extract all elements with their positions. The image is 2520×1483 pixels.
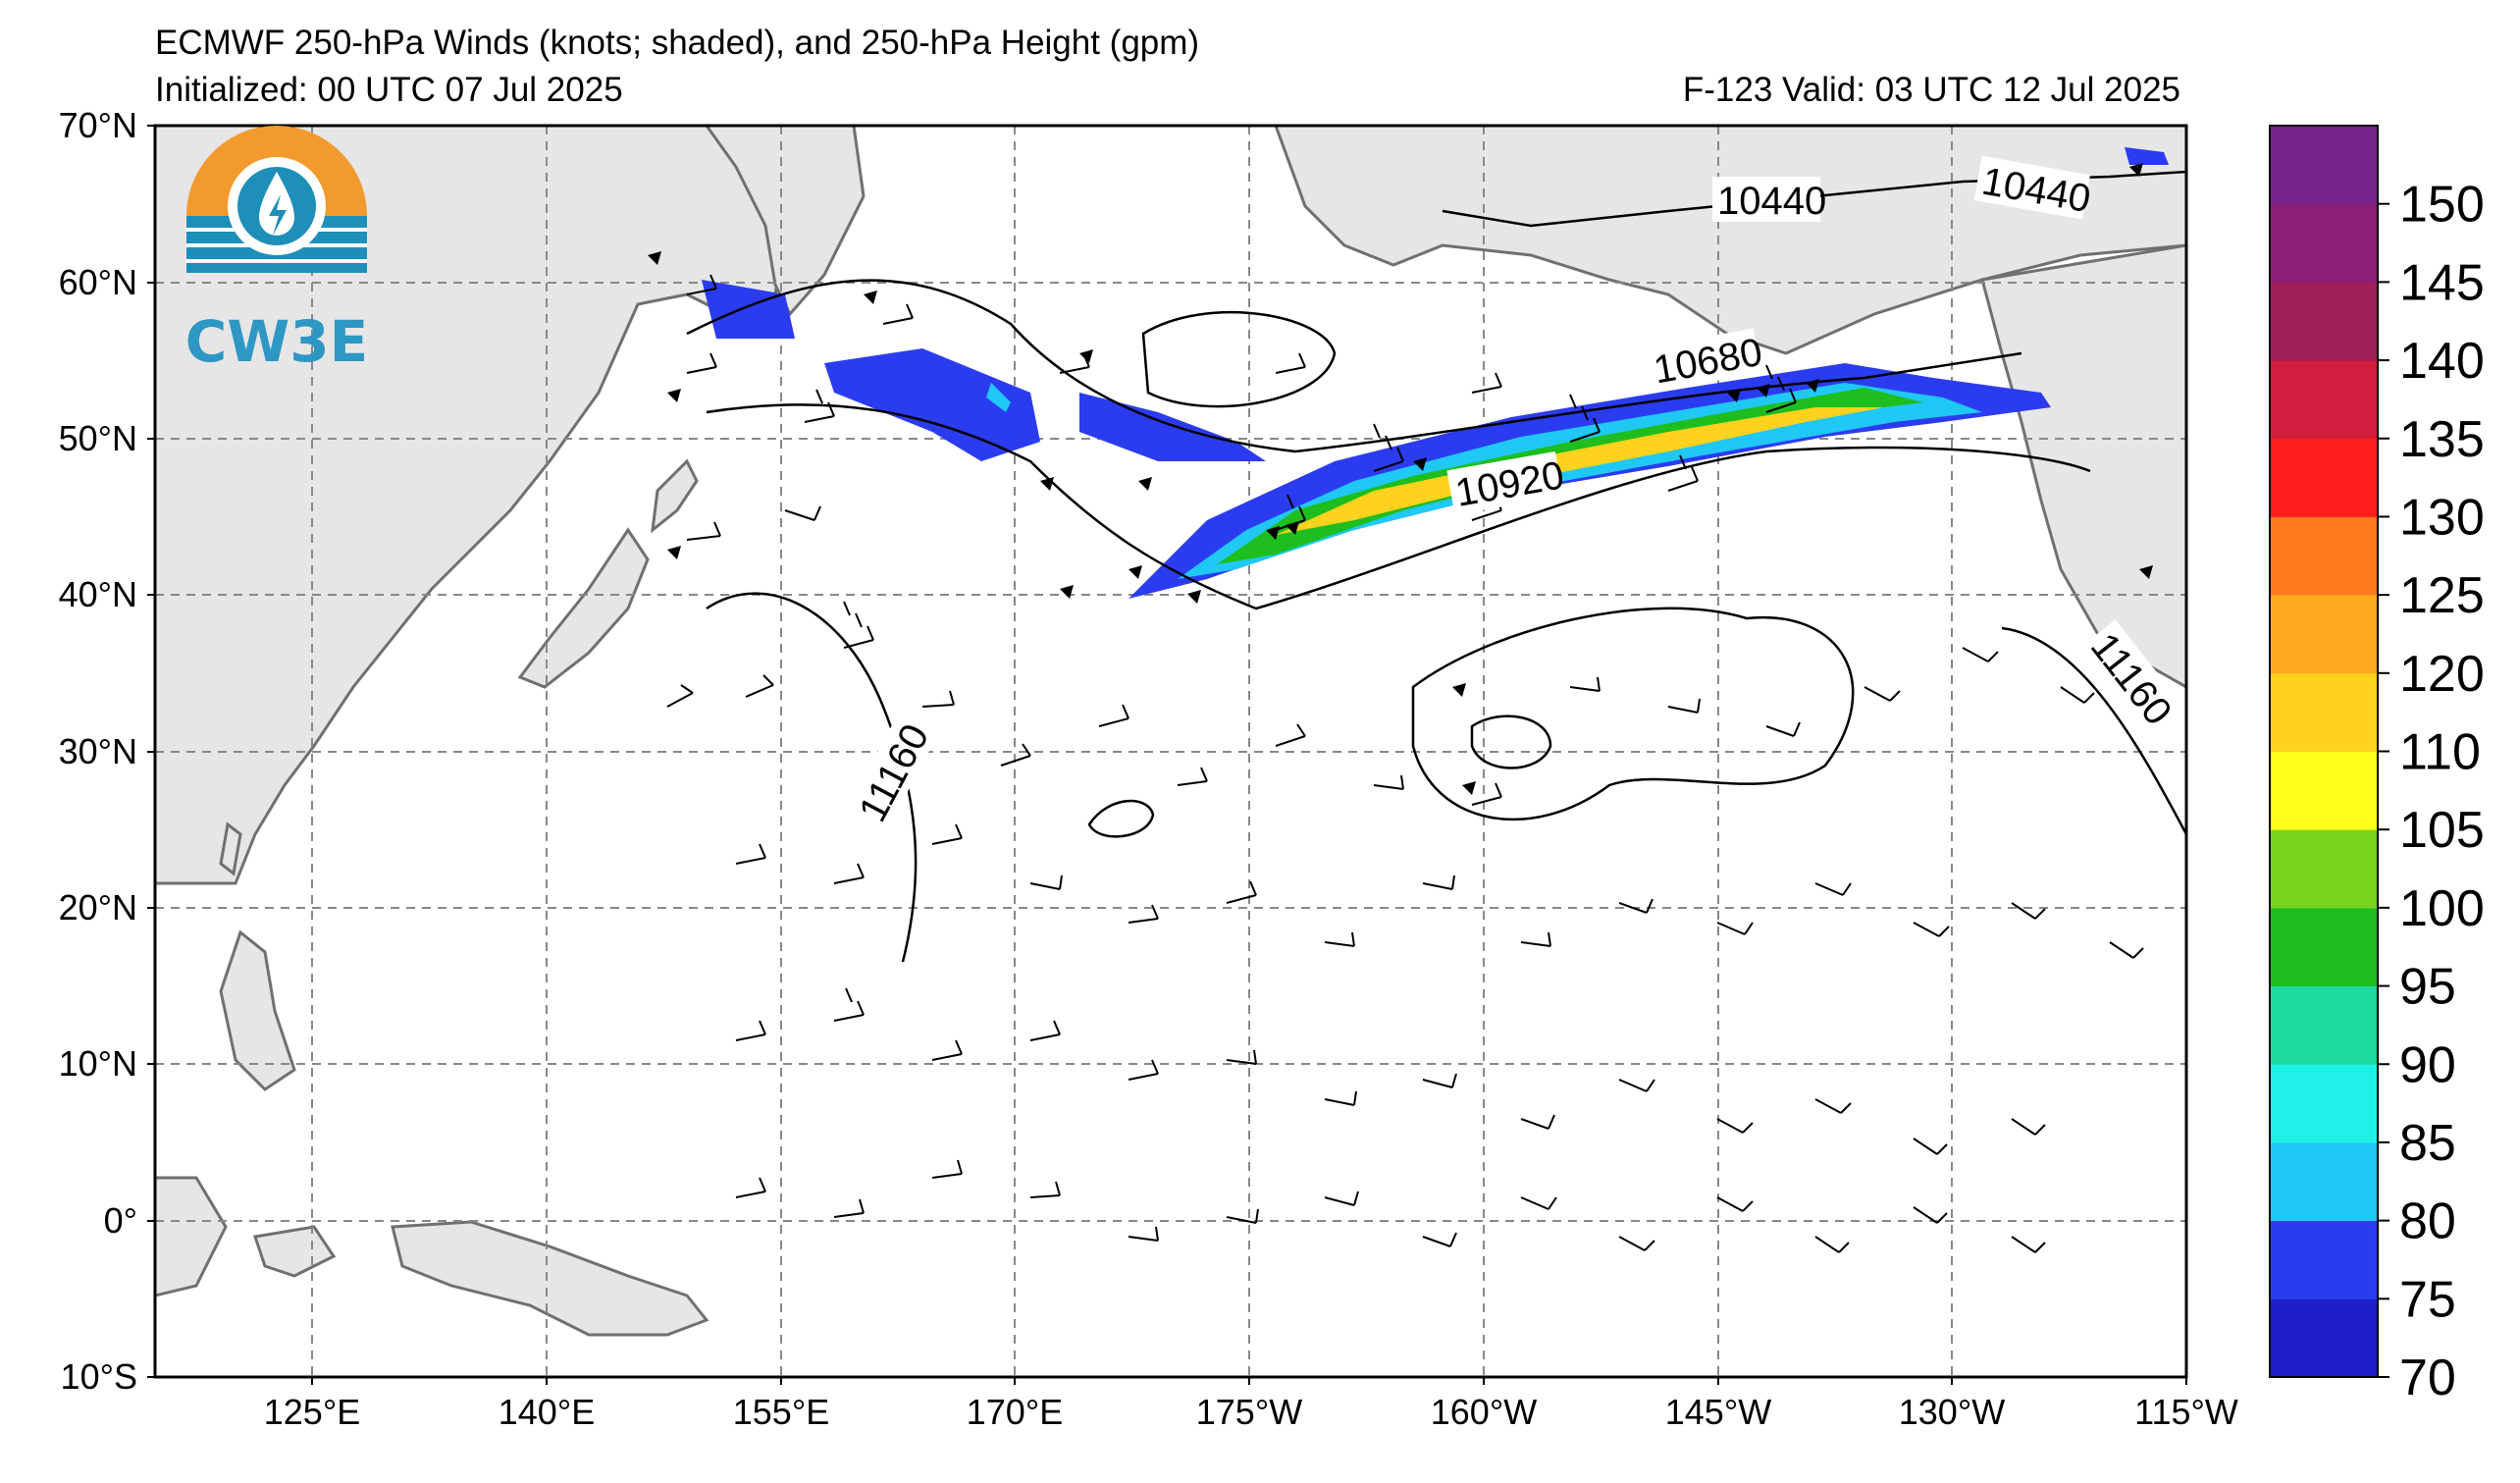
lat-label-10s: 10°S <box>61 1356 137 1397</box>
lon-label-130w: 130°W <box>1899 1392 2005 1432</box>
colorbar-band <box>2270 1220 2378 1299</box>
lat-ticks <box>147 125 155 1378</box>
arctic-jet <box>2125 147 2169 165</box>
lon-label-170e: 170°E <box>967 1392 1063 1432</box>
philippines <box>219 929 296 1091</box>
colorbar-band <box>2270 595 2378 674</box>
colorbar-band <box>2270 672 2378 752</box>
japan <box>517 527 650 689</box>
lon-label-140e: 140°E <box>499 1392 595 1432</box>
colorbar-band <box>2270 438 2378 517</box>
colorbar-tick-label: 125 <box>2399 567 2485 624</box>
lon-label-145w: 145°W <box>1665 1392 1771 1432</box>
lat-label-40n: 40°N <box>59 574 137 614</box>
colorbar: 70 75 80 85 90 95 100 105 110 120 125 130 135 140 145 1… <box>2269 125 2485 1406</box>
height-contour-high-2 <box>1087 799 1155 838</box>
wind-flags <box>648 163 2153 795</box>
height-contour-10920 <box>706 403 2091 610</box>
colorbar-tick-label: 75 <box>2399 1271 2456 1328</box>
lon-label-155e: 155°E <box>733 1392 829 1432</box>
new-guinea <box>391 1220 709 1337</box>
wind-speed-shading <box>702 147 2169 599</box>
colorbar-band <box>2270 360 2378 440</box>
colorbar-band <box>2270 1064 2378 1143</box>
jet-stream-west-a <box>702 280 795 339</box>
chart-title: ECMWF 250-hPa Winds (knots; shaded), and… <box>155 24 1200 62</box>
colorbar-band <box>2270 516 2378 596</box>
lat-label-0: 0° <box>104 1200 137 1241</box>
lon-label-125e: 125°E <box>264 1392 360 1432</box>
japan-north <box>651 458 699 534</box>
logo-text: CW3E <box>185 308 369 375</box>
valid-time: F-123 Valid: 03 UTC 12 Jul 2025 <box>1682 71 2180 109</box>
jet-stream-85kt <box>1178 383 1982 579</box>
kamchatka <box>705 126 866 317</box>
height-contours <box>686 170 2186 963</box>
colorbar-tick-label: 120 <box>2399 646 2485 703</box>
taiwan <box>219 821 242 876</box>
colorbar-band <box>2270 282 2378 361</box>
height-contour-11160-central <box>1411 607 1855 821</box>
lat-label-10n: 10°N <box>59 1043 137 1084</box>
init-time: Initialized: 00 UTC 07 Jul 2025 <box>155 71 623 109</box>
contour-labels: 10440 10440 10680 10920 11160 11160 <box>846 155 2183 833</box>
graticule <box>155 126 2186 1377</box>
lon-labels: 125°E 140°E 155°E 170°E 175°W 160°W 145°… <box>264 1392 2238 1432</box>
lat-labels: 70°N 60°N 50°N 40°N 30°N 20°N 10°N 0° 10… <box>59 105 137 1397</box>
colorbar-band <box>2270 126 2378 205</box>
jet-stream-west-b <box>824 348 1040 461</box>
colorbar-tick-label: 85 <box>2399 1115 2456 1172</box>
height-contour-high-3 <box>1141 310 1337 408</box>
colorbar-tick-label: 110 <box>2399 724 2481 781</box>
colorbar-band <box>2270 1298 2378 1378</box>
colorbar-tick-label: 70 <box>2399 1350 2456 1406</box>
lat-label-20n: 20°N <box>59 887 137 927</box>
lon-label-175w: 175°W <box>1196 1392 1302 1432</box>
indonesia-islands <box>253 1225 337 1278</box>
borneo <box>155 1176 228 1298</box>
colorbar-tick-label: 140 <box>2399 333 2485 390</box>
colorbar-band <box>2270 203 2378 283</box>
jet-stream-west-core <box>986 383 1011 412</box>
lon-ticks <box>311 1377 2187 1385</box>
cw3e-logo: CW3E <box>185 126 369 375</box>
jet-stream-105kt <box>1276 407 1884 535</box>
colorbar-tick-label: 150 <box>2399 177 2485 234</box>
colorbar-tick-label: 105 <box>2399 802 2485 859</box>
lat-label-30n: 30°N <box>59 731 137 771</box>
lat-label-60n: 60°N <box>59 262 137 302</box>
lat-label-70n: 70°N <box>59 105 137 145</box>
colorbar-band <box>2270 907 2378 987</box>
colorbar-band <box>2270 751 2378 830</box>
contour-label-10440-a: 10440 <box>1717 180 1826 223</box>
lon-label-115w: 115°W <box>2134 1392 2238 1432</box>
colorbar-tick-label: 100 <box>2399 880 2485 937</box>
height-contour-10680 <box>686 279 2022 453</box>
lat-label-50n: 50°N <box>59 418 137 458</box>
colorbar-tick-label: 130 <box>2399 489 2485 546</box>
north-america <box>1980 243 2186 689</box>
height-contour-11160-west <box>706 592 918 963</box>
lon-label-160w: 160°W <box>1431 1392 1537 1432</box>
colorbar-tick-label: 90 <box>2399 1036 2456 1093</box>
colorbar-tick-label: 145 <box>2399 254 2485 311</box>
lightning-icon <box>269 194 287 236</box>
colorbar-tick-label: 95 <box>2399 959 2456 1016</box>
colorbar-band <box>2270 985 2378 1065</box>
colorbar-band <box>2270 1141 2378 1222</box>
height-contour-high-1 <box>1470 715 1552 769</box>
wind-barbs <box>666 274 2144 1253</box>
height-contour-11160-east <box>2001 626 2186 835</box>
colorbar-tick-label: 135 <box>2399 411 2485 468</box>
colorbar-tick-label: 80 <box>2399 1193 2456 1250</box>
colorbar-band <box>2270 829 2378 909</box>
jet-stream-west-c <box>1079 393 1266 461</box>
